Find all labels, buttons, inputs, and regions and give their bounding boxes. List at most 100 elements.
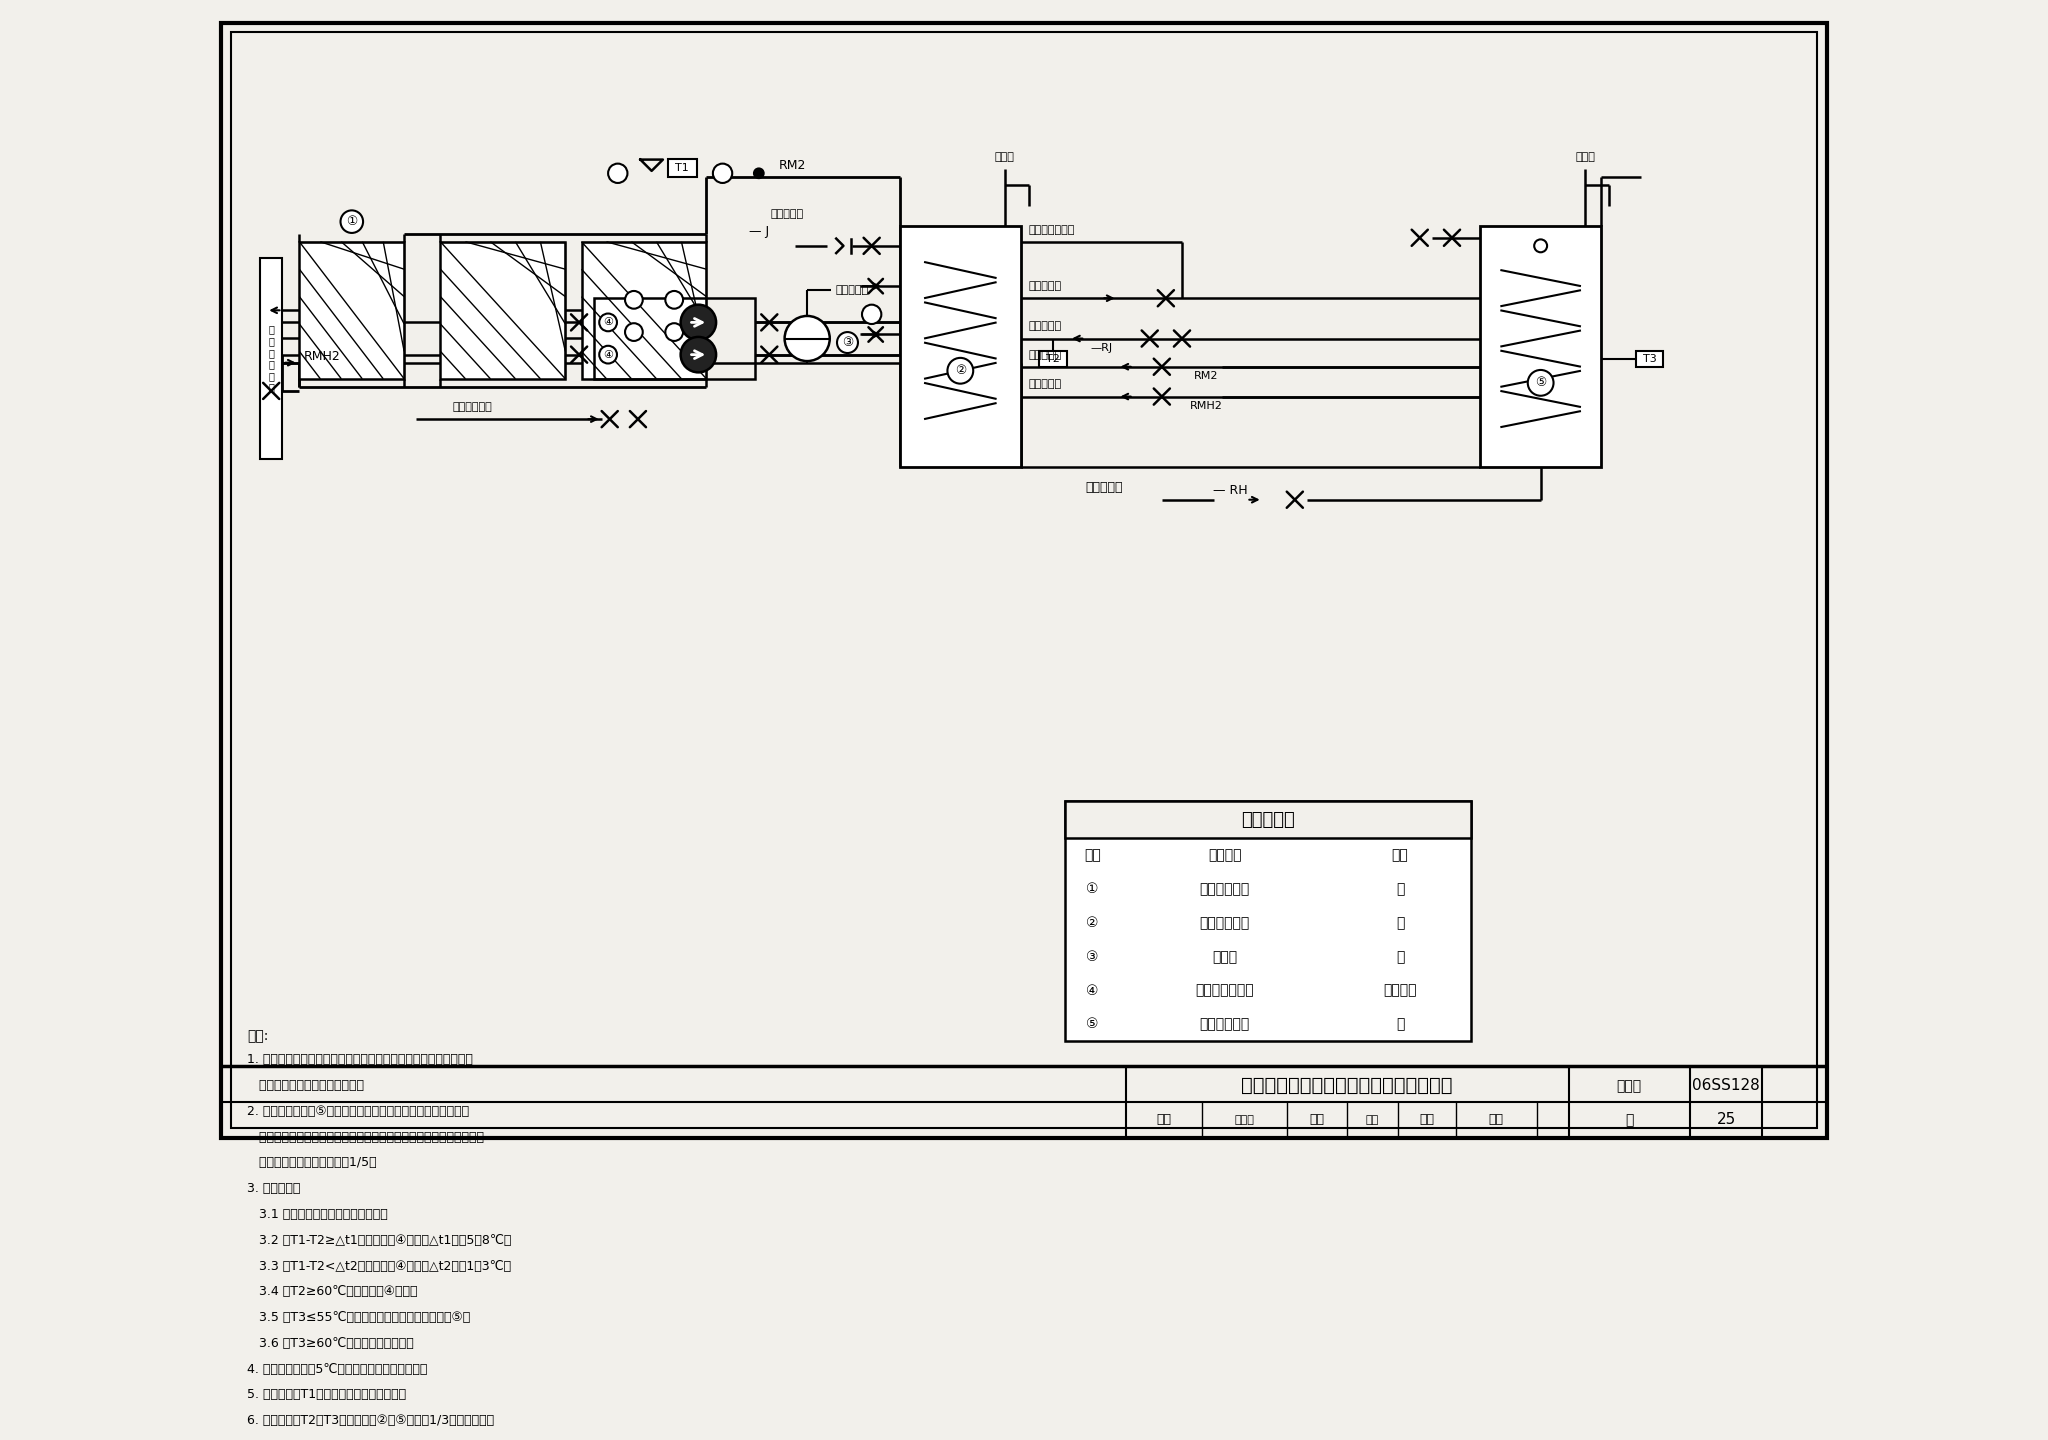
Text: 页: 页 <box>1626 1113 1634 1128</box>
Circle shape <box>666 291 684 308</box>
Text: 何涛: 何涛 <box>1489 1113 1503 1126</box>
Text: 强制循环间接加热系统原理图（双水箱）: 强制循环间接加热系统原理图（双水箱） <box>1241 1076 1452 1096</box>
Circle shape <box>600 346 616 363</box>
Circle shape <box>340 210 362 233</box>
Bar <box>1636 350 1663 367</box>
Circle shape <box>666 323 684 341</box>
Circle shape <box>600 314 616 331</box>
Text: 4. 日最低气温低于5℃地区，工质应采用防冻液。: 4. 日最低气温低于5℃地区，工质应采用防冻液。 <box>248 1362 428 1375</box>
Circle shape <box>838 333 858 353</box>
Text: 3.6 当T3≥60℃时，热煤停止供给。: 3.6 当T3≥60℃时，热煤停止供给。 <box>248 1336 414 1349</box>
Bar <box>440 242 565 379</box>
Text: RMH2: RMH2 <box>1190 402 1223 412</box>
Text: 工
质
循
环
总
管: 工 质 循 环 总 管 <box>268 324 274 393</box>
Text: －: － <box>1397 1018 1405 1031</box>
Text: ③: ③ <box>1085 950 1100 963</box>
Text: 集热系统循环泵: 集热系统循环泵 <box>1196 984 1253 998</box>
Bar <box>594 298 756 379</box>
Text: 校对: 校对 <box>1309 1113 1325 1126</box>
Text: ④: ④ <box>1085 984 1100 998</box>
Text: T3: T3 <box>1642 354 1657 364</box>
Text: 3.1 本系统采用温差循环控制原理；: 3.1 本系统采用温差循环控制原理； <box>248 1208 387 1221</box>
Bar <box>299 242 403 379</box>
Circle shape <box>754 168 764 179</box>
Text: 高位贮热水箱: 高位贮热水箱 <box>1200 916 1249 930</box>
Circle shape <box>608 164 627 183</box>
Text: ①: ① <box>1085 883 1100 896</box>
Text: 3.2 当T1-T2≥△t1时，循环泵④启动，△t1宜取5～8℃；: 3.2 当T1-T2≥△t1时，循环泵④启动，△t1宜取5～8℃； <box>248 1234 512 1247</box>
Text: 排至安全处: 排至安全处 <box>836 285 868 295</box>
Text: 郑瑞源: 郑瑞源 <box>1235 1115 1253 1125</box>
Text: 5. 温度传感器T1设在集热系统出口最高点。: 5. 温度传感器T1设在集热系统出口最高点。 <box>248 1388 406 1401</box>
Circle shape <box>862 305 881 324</box>
Circle shape <box>713 164 733 183</box>
Text: 贮热水箱出水管: 贮热水箱出水管 <box>1028 225 1075 235</box>
Bar <box>1038 350 1067 367</box>
Text: 工质灌注总管: 工质灌注总管 <box>453 402 494 412</box>
Circle shape <box>1528 370 1554 396</box>
Text: 审核: 审核 <box>1157 1113 1171 1126</box>
Bar <box>1481 226 1602 468</box>
Text: ④: ④ <box>602 350 612 360</box>
Text: 一用一备: 一用一备 <box>1382 984 1417 998</box>
Text: －: － <box>1397 883 1405 896</box>
Text: ④: ④ <box>602 317 612 327</box>
Text: ③: ③ <box>842 336 854 348</box>
Text: 06SS128: 06SS128 <box>1692 1079 1759 1093</box>
Circle shape <box>784 315 829 361</box>
Text: 主要设备表: 主要设备表 <box>1241 811 1294 828</box>
Text: 图集号: 图集号 <box>1616 1079 1642 1093</box>
Text: 热媒回水管: 热媒回水管 <box>1028 380 1063 389</box>
Text: RM2: RM2 <box>778 158 807 171</box>
Bar <box>582 242 707 379</box>
Text: 说明:: 说明: <box>248 1030 268 1043</box>
Text: RM2: RM2 <box>1194 372 1219 382</box>
Text: －: － <box>1397 950 1405 963</box>
Text: －: － <box>1397 916 1405 930</box>
Circle shape <box>625 323 643 341</box>
Text: 求时，应在热水供水干管上设加压供水装置。生活给水管的进水管顶: 求时，应在热水供水干管上设加压供水装置。生活给水管的进水管顶 <box>248 1130 483 1143</box>
Text: 编号: 编号 <box>1083 848 1102 863</box>
Text: T2: T2 <box>1047 354 1061 364</box>
Text: 备注: 备注 <box>1393 848 1409 863</box>
Circle shape <box>1534 239 1546 252</box>
Text: —RJ: —RJ <box>1090 343 1112 353</box>
Circle shape <box>948 359 973 383</box>
Text: 高位供热水箱: 高位供热水箱 <box>1200 1018 1249 1031</box>
Bar <box>1065 801 1470 1041</box>
Text: 25: 25 <box>1716 1113 1735 1128</box>
Text: 太阳能集热器: 太阳能集热器 <box>1200 883 1249 896</box>
Text: RMH2: RMH2 <box>303 350 340 363</box>
Text: 3. 控制原理：: 3. 控制原理： <box>248 1182 301 1195</box>
Text: 生活给水管: 生活给水管 <box>770 209 803 219</box>
Text: — RH: — RH <box>1212 484 1247 497</box>
Text: 2. 当高位供热水箱⑤与最高用水点高差不能满足系统供水压力要: 2. 当高位供热水箱⑤与最高用水点高差不能满足系统供水压力要 <box>248 1104 469 1117</box>
Text: 膨胀罐: 膨胀罐 <box>1212 950 1237 963</box>
Text: — J: — J <box>750 225 768 238</box>
Circle shape <box>680 305 717 340</box>
Text: 通大气: 通大气 <box>1575 153 1595 163</box>
Circle shape <box>625 291 643 308</box>
Text: 3.4 当T2≥60℃时，循环泵④关闭；: 3.4 当T2≥60℃时，循环泵④关闭； <box>248 1286 418 1299</box>
Circle shape <box>680 337 717 373</box>
Text: ⑤: ⑤ <box>1536 376 1546 389</box>
Text: 热水给水管: 热水给水管 <box>1028 321 1063 331</box>
Bar <box>668 158 696 177</box>
Bar <box>899 226 1020 468</box>
Text: ②: ② <box>954 364 967 377</box>
Text: 3.5 当T3≤55℃时，供给热媒加热高位供热水箱⑤；: 3.5 当T3≤55℃时，供给热媒加热高位供热水箱⑤； <box>248 1310 471 1325</box>
Text: ①: ① <box>346 215 358 228</box>
Text: 李忠: 李忠 <box>1366 1115 1378 1125</box>
Text: ②: ② <box>1085 916 1100 930</box>
Text: 部打孔，孔径不小于管径的1/5。: 部打孔，孔径不小于管径的1/5。 <box>248 1156 377 1169</box>
Bar <box>260 258 283 459</box>
Text: 阳能集热器。集热器位于屋顶。: 阳能集热器。集热器位于屋顶。 <box>248 1079 365 1092</box>
Text: ⑤: ⑤ <box>1085 1018 1100 1031</box>
Text: T1: T1 <box>676 163 688 173</box>
Text: 设计: 设计 <box>1419 1113 1434 1126</box>
Text: 1. 本系统宜采用平板型、玻璃金属式、热管式真空管型等承压式太: 1. 本系统宜采用平板型、玻璃金属式、热管式真空管型等承压式太 <box>248 1053 473 1066</box>
Text: 热水给水管: 热水给水管 <box>1028 281 1063 291</box>
Text: 设备名称: 设备名称 <box>1208 848 1241 863</box>
Bar <box>1065 801 1470 838</box>
Text: 6. 温度传感器T2、T3设在贮水箱②、⑤底部约1/3箱体高度处。: 6. 温度传感器T2、T3设在贮水箱②、⑤底部约1/3箱体高度处。 <box>248 1414 494 1427</box>
